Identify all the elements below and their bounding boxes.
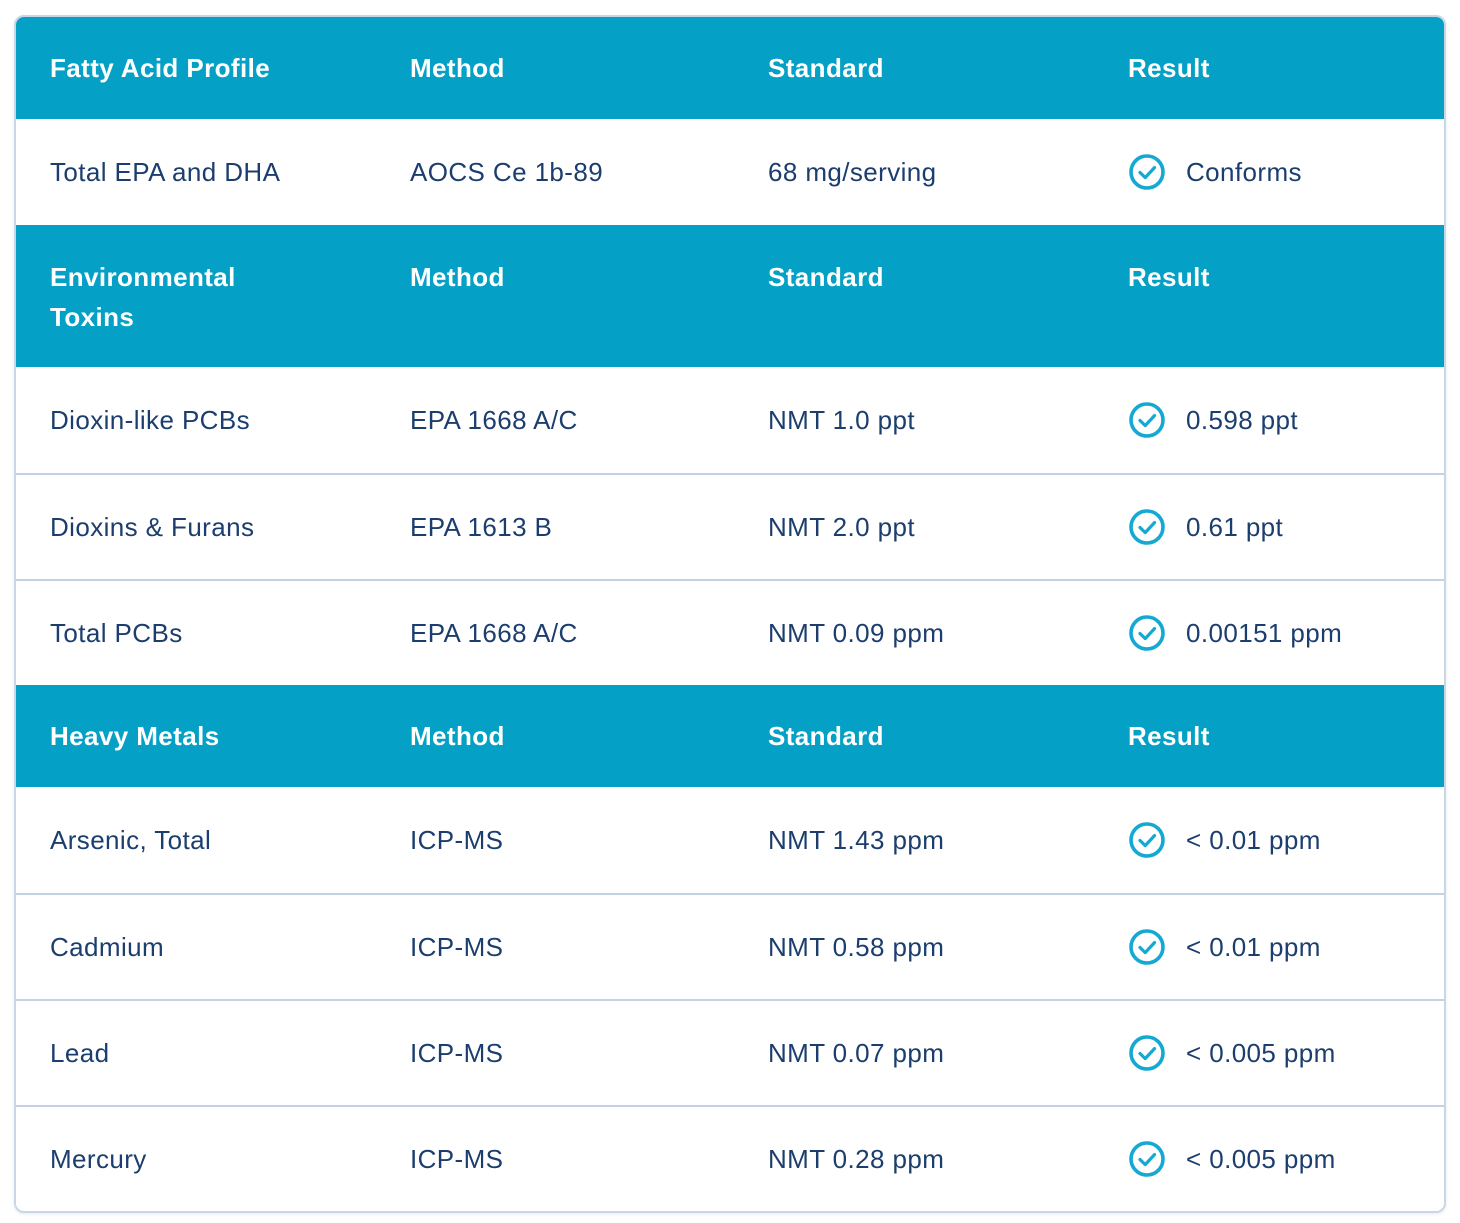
section-header-environmental-toxins: Environmental Toxins Method Standard Res…: [16, 225, 1444, 367]
section-environmental-toxins: Environmental Toxins Method Standard Res…: [16, 225, 1444, 685]
result-cell: Conforms: [1094, 153, 1444, 191]
table-row: Total PCBs EPA 1668 A/C NMT 0.09 ppm 0.0…: [16, 579, 1444, 685]
check-circle-icon: [1128, 401, 1166, 439]
result-value: < 0.005 ppm: [1186, 1143, 1336, 1174]
column-header-result: Result: [1128, 262, 1210, 292]
table-row: Mercury ICP-MS NMT 0.28 ppm < 0.005 ppm: [16, 1105, 1444, 1211]
result-value: < 0.01 ppm: [1186, 824, 1321, 855]
result-value: Conforms: [1186, 156, 1302, 187]
column-header-method: Method: [410, 52, 505, 83]
table-row: Dioxins & Furans EPA 1613 B NMT 2.0 ppt …: [16, 473, 1444, 579]
result-cell: < 0.005 ppm: [1094, 1034, 1444, 1072]
result-cell: < 0.01 ppm: [1094, 928, 1444, 966]
results-table-card: Fatty Acid Profile Method Standard Resul…: [14, 15, 1446, 1213]
standard-value: NMT 2.0 ppt: [768, 511, 915, 542]
section-fatty-acid-profile: Fatty Acid Profile Method Standard Resul…: [16, 17, 1444, 225]
column-header-result: Result: [1128, 720, 1210, 751]
method-value: AOCS Ce 1b-89: [410, 156, 604, 187]
method-value: ICP-MS: [410, 1143, 504, 1174]
column-header-standard: Standard: [768, 262, 884, 292]
method-value: ICP-MS: [410, 824, 504, 855]
result-value: 0.61 ppt: [1186, 511, 1284, 542]
result-value: 0.598 ppt: [1186, 404, 1299, 435]
table-row: Lead ICP-MS NMT 0.07 ppm < 0.005 ppm: [16, 999, 1444, 1105]
method-value: EPA 1668 A/C: [410, 617, 578, 648]
result-cell: 0.61 ppt: [1094, 508, 1444, 546]
analyte-name: Dioxin-like PCBs: [50, 404, 251, 435]
standard-value: NMT 0.09 ppm: [768, 617, 945, 648]
standard-value: NMT 0.28 ppm: [768, 1143, 945, 1174]
result-cell: < 0.005 ppm: [1094, 1140, 1444, 1178]
analyte-name: Mercury: [50, 1143, 147, 1174]
column-header-method: Method: [410, 720, 505, 751]
check-circle-icon: [1128, 614, 1166, 652]
check-circle-icon: [1128, 1034, 1166, 1072]
table-row: Total EPA and DHA AOCS Ce 1b-89 68 mg/se…: [16, 119, 1444, 225]
table-row: Dioxin-like PCBs EPA 1668 A/C NMT 1.0 pp…: [16, 367, 1444, 473]
check-circle-icon: [1128, 508, 1166, 546]
column-header-result: Result: [1128, 52, 1210, 83]
column-header-method: Method: [410, 262, 505, 292]
standard-value: NMT 1.0 ppt: [768, 404, 915, 435]
method-value: ICP-MS: [410, 1037, 504, 1068]
analyte-name: Cadmium: [50, 931, 165, 962]
result-cell: 0.00151 ppm: [1094, 614, 1444, 652]
standard-value: NMT 0.07 ppm: [768, 1037, 945, 1068]
analyte-name: Lead: [50, 1037, 110, 1068]
result-cell: < 0.01 ppm: [1094, 821, 1444, 859]
analyte-name: Dioxins & Furans: [50, 511, 255, 542]
section-title: Heavy Metals: [50, 720, 220, 751]
standard-value: NMT 0.58 ppm: [768, 931, 945, 962]
table-row: Cadmium ICP-MS NMT 0.58 ppm < 0.01 ppm: [16, 893, 1444, 999]
analyte-name: Arsenic, Total: [50, 824, 212, 855]
section-title: Fatty Acid Profile: [50, 52, 271, 83]
result-cell: 0.598 ppt: [1094, 401, 1444, 439]
result-value: < 0.01 ppm: [1186, 931, 1321, 962]
table-row: Arsenic, Total ICP-MS NMT 1.43 ppm < 0.0…: [16, 787, 1444, 893]
column-header-standard: Standard: [768, 720, 884, 751]
check-circle-icon: [1128, 821, 1166, 859]
section-heavy-metals: Heavy Metals Method Standard Result Arse…: [16, 685, 1444, 1211]
method-value: EPA 1613 B: [410, 511, 553, 542]
check-circle-icon: [1128, 928, 1166, 966]
method-value: EPA 1668 A/C: [410, 404, 578, 435]
section-title: Environmental Toxins: [50, 262, 236, 332]
method-value: ICP-MS: [410, 931, 504, 962]
result-value: 0.00151 ppm: [1186, 617, 1343, 648]
check-circle-icon: [1128, 153, 1166, 191]
section-header-heavy-metals: Heavy Metals Method Standard Result: [16, 685, 1444, 787]
check-circle-icon: [1128, 1140, 1166, 1178]
result-value: < 0.005 ppm: [1186, 1037, 1336, 1068]
analyte-name: Total PCBs: [50, 617, 183, 648]
analyte-name: Total EPA and DHA: [50, 156, 281, 187]
section-header-fatty-acid-profile: Fatty Acid Profile Method Standard Resul…: [16, 17, 1444, 119]
standard-value: NMT 1.43 ppm: [768, 824, 945, 855]
standard-value: 68 mg/serving: [768, 156, 937, 187]
column-header-standard: Standard: [768, 52, 884, 83]
